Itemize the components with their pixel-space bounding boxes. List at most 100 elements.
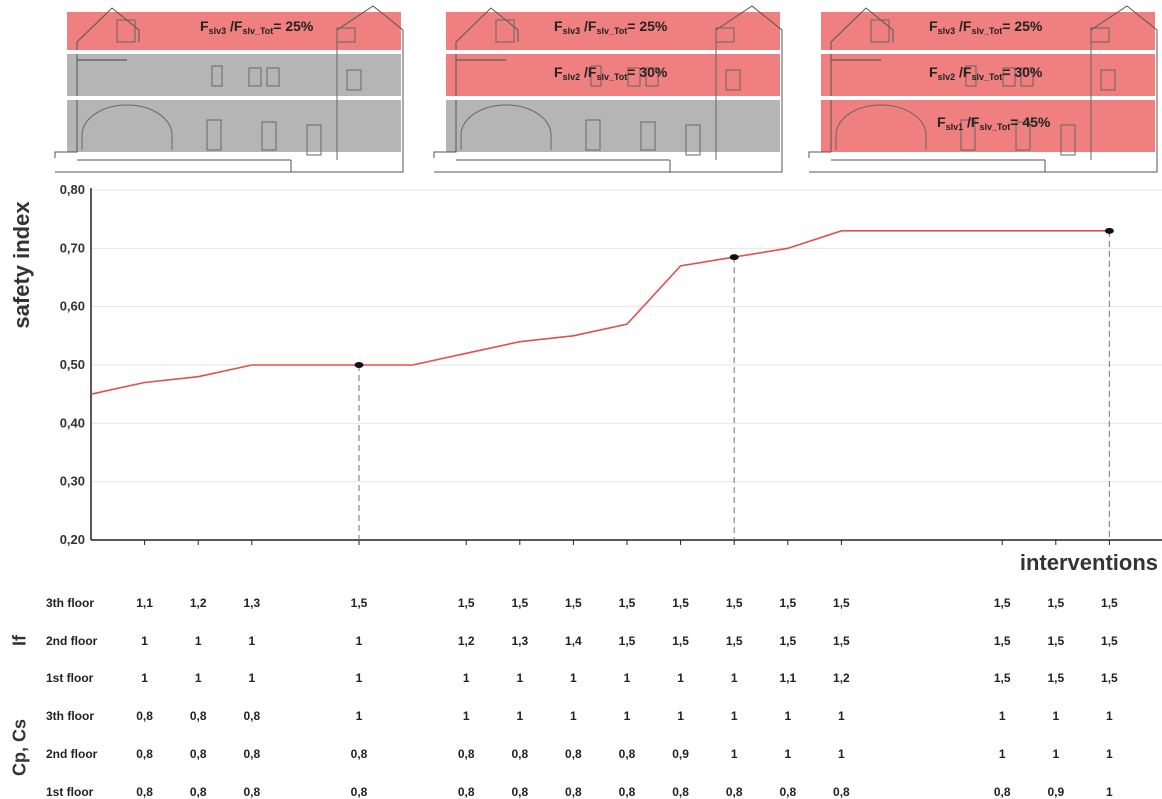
y-axis-title: safety index <box>9 201 34 329</box>
building-sections: Fslv3 /Fslv_Tot= 25% Fslv3 /Fslv_Tot= 25%… <box>54 5 1158 173</box>
safety-index-line <box>90 230 1110 395</box>
section-3: Fslv3 /Fslv_Tot= 25% Fslv2 /Fslv_Tot= 30%… <box>808 5 1158 173</box>
y-tick-label: 0,70 <box>60 240 85 255</box>
table-cell: 1 <box>1106 709 1113 723</box>
opening <box>960 119 976 151</box>
left-wing-outline <box>54 7 140 158</box>
table-cell: 1,5 <box>833 596 850 610</box>
opening <box>336 27 356 43</box>
opening <box>306 124 322 156</box>
table-cell: 1 <box>998 709 1006 723</box>
table-cell: 0,8 <box>243 785 261 799</box>
table-cell: 0,8 <box>511 747 529 761</box>
table-cell: 1 <box>623 709 631 723</box>
table-cell: 1,5 <box>1101 671 1118 685</box>
table-cell: 1 <box>623 671 631 685</box>
table-cell: 1,5 <box>725 634 743 648</box>
table-cell: 1 <box>248 671 256 685</box>
opening <box>640 121 656 151</box>
table-cell: 1,3 <box>243 596 261 610</box>
table-cell: 1 <box>1106 785 1113 799</box>
opening <box>627 67 641 87</box>
table-cell: 1,2 <box>189 596 207 610</box>
table-cell: 0,8 <box>725 785 743 799</box>
table-cell: 1 <box>784 747 792 761</box>
table-cell: 0,8 <box>457 785 475 799</box>
table-cell: 1 <box>677 709 684 723</box>
y-tick-label: 0,60 <box>60 299 85 314</box>
table-cell: 1,5 <box>833 634 850 648</box>
row-label: 1st floor <box>46 671 94 685</box>
table-cell: 1 <box>1052 747 1060 761</box>
table-cell: 0,8 <box>189 747 207 761</box>
table-cell: 1,5 <box>672 596 689 610</box>
table-cell: 1 <box>730 671 738 685</box>
band-label-3: Fslv3 /Fslv_Tot= 25% <box>929 18 1043 36</box>
table-cell: 1,5 <box>993 671 1011 685</box>
row-label: 3th floor <box>46 596 94 610</box>
table-cell: 1,5 <box>993 634 1011 648</box>
table-cell: 1 <box>784 709 792 723</box>
table-cell: 0,8 <box>136 785 153 799</box>
opening <box>211 65 223 87</box>
floor-band-3 <box>821 12 1155 50</box>
table-cell: 1,4 <box>565 634 582 648</box>
row-label: 3th floor <box>46 709 94 723</box>
marker-point <box>354 362 364 368</box>
table-cell: 1 <box>730 709 738 723</box>
section-1: Fslv3 /Fslv_Tot= 25% <box>54 5 404 173</box>
table-cell: 0,8 <box>189 785 207 799</box>
table-cell: 1 <box>998 747 1006 761</box>
y-tick-label: 0,30 <box>60 474 85 489</box>
parameters-table: 3th floor 1,1 1,2 1,3 1,5 1,5 1,5 1,5 1,5 1,5 1,5 1… <box>0 580 1162 799</box>
table-cell: 1 <box>570 671 577 685</box>
vault-arch <box>460 104 552 150</box>
opening <box>1020 67 1034 87</box>
group-label: Cp, Cs <box>9 719 30 777</box>
opening <box>1015 121 1031 151</box>
row-label: 2nd floor <box>46 747 98 761</box>
table-cell: 1,5 <box>565 596 582 610</box>
table-cell: 1 <box>355 671 363 685</box>
table-cell: 0,8 <box>511 785 529 799</box>
opening <box>495 19 515 43</box>
table-cell: 1 <box>730 747 738 761</box>
row-label: 2nd floor <box>46 634 98 648</box>
marker-point <box>729 254 739 261</box>
table-cell: 0,8 <box>243 747 261 761</box>
opening <box>1090 27 1110 43</box>
left-wing-outline <box>433 7 519 158</box>
floor-band-2 <box>821 54 1155 97</box>
y-tick-label: 0,20 <box>60 532 85 547</box>
table-cell: 1,5 <box>618 634 636 648</box>
left-wing-outline <box>808 7 894 158</box>
table-cell: 1,5 <box>511 596 529 610</box>
floor-band-3 <box>67 12 401 50</box>
table-cell: 1,5 <box>779 596 797 610</box>
y-tick-label: 0,40 <box>60 415 85 430</box>
opening <box>585 119 601 151</box>
floor-band-3 <box>446 12 780 50</box>
table-cell: 1,1 <box>779 671 797 685</box>
section-2: Fslv3 /Fslv_Tot= 25% Fslv2 /Fslv_Tot= 30% <box>433 5 783 173</box>
opening <box>965 65 977 87</box>
table-cell: 1 <box>194 671 202 685</box>
x-axis-title: interventions <box>1020 550 1158 575</box>
table-cell: 1,5 <box>725 596 743 610</box>
vault-arch <box>835 104 927 150</box>
table-cell: 1,5 <box>1047 596 1065 610</box>
opening <box>725 69 741 91</box>
table-cell: 0,8 <box>618 747 636 761</box>
table-cell: 0,8 <box>565 785 582 799</box>
table-cell: 1 <box>462 709 470 723</box>
table-cell: 1 <box>141 634 148 648</box>
group-label: If <box>9 635 30 646</box>
table-cell: 1 <box>516 671 524 685</box>
table-cell: 1 <box>462 671 470 685</box>
table-cell: 0,8 <box>350 747 368 761</box>
floor-band-1 <box>67 100 401 152</box>
table-cell: 1,5 <box>618 596 636 610</box>
y-tick-label: 0,50 <box>60 357 85 372</box>
opening <box>685 124 701 156</box>
band-label-3: Fslv3 /Fslv_Tot= 25% <box>554 18 668 36</box>
